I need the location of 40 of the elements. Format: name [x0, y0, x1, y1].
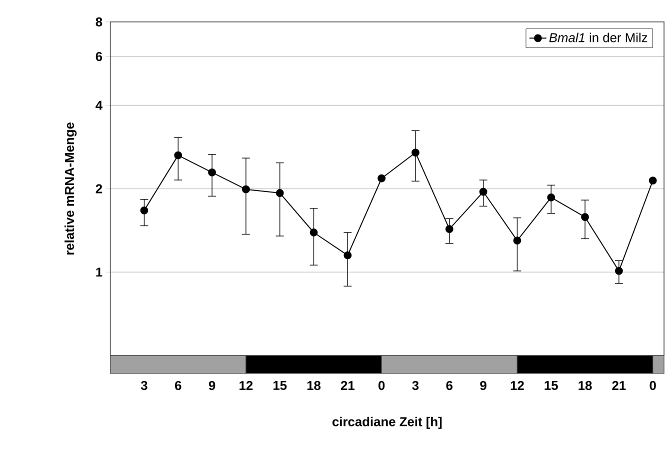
point [648, 176, 657, 185]
x-tick-label: 18 [578, 380, 592, 390]
x-tick-label: 12 [510, 380, 524, 390]
y-tick-label: 6 [96, 52, 102, 62]
point [614, 266, 623, 275]
point [378, 174, 386, 182]
x-tick-label: 6 [446, 380, 453, 390]
y-tick-label: 8 [96, 17, 102, 26]
x-axis-title: circadiane Zeit [h] [332, 416, 442, 429]
x-tick-label: 12 [240, 380, 253, 390]
x-tick-label: 6 [175, 380, 182, 390]
x-tick-label: 0 [378, 380, 385, 390]
x-tick-label: 0 [650, 380, 656, 390]
y-axis-title: relative mRNA-Menge [64, 122, 77, 254]
point [276, 189, 284, 197]
x-tick-label: 18 [307, 380, 321, 390]
point [174, 151, 182, 160]
point [140, 206, 148, 214]
point [547, 193, 556, 202]
y-tick-label: 1 [96, 268, 102, 277]
x-tick-label: 21 [612, 380, 626, 390]
point [412, 148, 420, 157]
y-tick-label: 2 [96, 184, 102, 194]
point [581, 213, 589, 222]
x-tick-label: 3 [412, 380, 419, 390]
x-tick-label: 9 [208, 380, 216, 390]
point [513, 236, 522, 245]
point [479, 188, 488, 196]
x-tick-label: 15 [544, 380, 558, 390]
y-tick-label: 4 [96, 100, 103, 110]
point [242, 185, 250, 194]
point [310, 228, 318, 236]
legend-label: Bmal1 in der Milz [549, 32, 648, 42]
x-tick-label: 3 [140, 380, 148, 390]
x-tick-label: 15 [273, 380, 287, 390]
x-tick-label: 21 [340, 380, 354, 390]
point [445, 225, 454, 234]
point [208, 168, 216, 176]
point [344, 251, 352, 260]
x-tick-label: 9 [480, 380, 486, 390]
